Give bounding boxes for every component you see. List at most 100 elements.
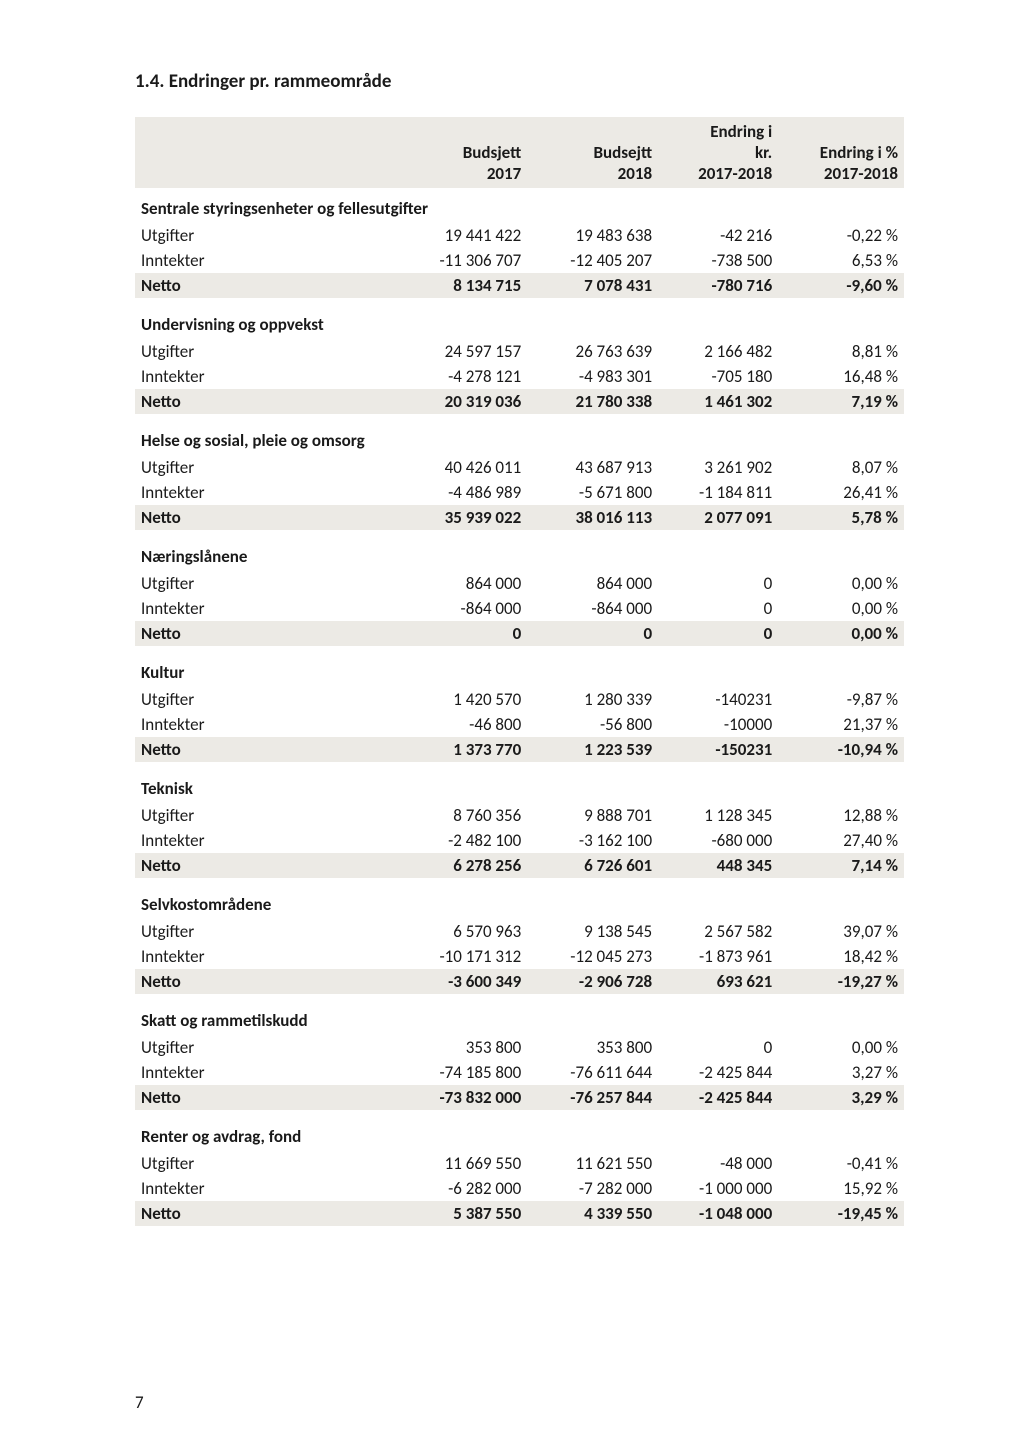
cell-budsejtt-2018: 7 078 431 — [527, 273, 658, 298]
row-label: Utgifter — [135, 223, 396, 248]
section-header: Næringslånene — [135, 530, 904, 571]
section-name: Næringslånene — [135, 530, 904, 571]
cell-endring-pct: 6,53 % — [778, 248, 904, 273]
cell-budsjett-2017: 6 570 963 — [396, 919, 527, 944]
cell-budsjett-2017: -74 185 800 — [396, 1060, 527, 1085]
cell-endring-kr: 1 128 345 — [658, 803, 778, 828]
col-text: Endring i % — [784, 142, 898, 163]
cell-budsejtt-2018: 9 888 701 — [527, 803, 658, 828]
cell-endring-pct: -9,87 % — [778, 687, 904, 712]
table-row: Utgifter864 000864 00000,00 % — [135, 571, 904, 596]
cell-budsejtt-2018: -56 800 — [527, 712, 658, 737]
row-label: Netto — [135, 969, 396, 994]
cell-endring-pct: 12,88 % — [778, 803, 904, 828]
col-endring-pct: Endring i % 2017-2018 — [778, 117, 904, 188]
row-label: Utgifter — [135, 687, 396, 712]
cell-budsejtt-2018: 6 726 601 — [527, 853, 658, 878]
table-row: Utgifter353 800353 80000,00 % — [135, 1035, 904, 1060]
row-label: Netto — [135, 621, 396, 646]
budget-table: Budsjett 2017 Budsejtt 2018 Endring i kr… — [135, 117, 904, 1226]
cell-endring-kr: -738 500 — [658, 248, 778, 273]
cell-endring-kr: -1 873 961 — [658, 944, 778, 969]
cell-endring-kr: -1 000 000 — [658, 1176, 778, 1201]
cell-endring-pct: 7,14 % — [778, 853, 904, 878]
cell-budsjett-2017: -4 278 121 — [396, 364, 527, 389]
cell-endring-kr: 0 — [658, 621, 778, 646]
table-row: Utgifter19 441 42219 483 638-42 216-0,22… — [135, 223, 904, 248]
table-row: Inntekter-4 278 121-4 983 301-705 18016,… — [135, 364, 904, 389]
cell-endring-kr: -1 184 811 — [658, 480, 778, 505]
section-header: Sentrale styringsenheter og fellesutgift… — [135, 188, 904, 223]
row-label: Inntekter — [135, 828, 396, 853]
cell-budsjett-2017: -864 000 — [396, 596, 527, 621]
cell-endring-kr: 2 166 482 — [658, 339, 778, 364]
cell-budsejtt-2018: 864 000 — [527, 571, 658, 596]
cell-budsejtt-2018: -76 611 644 — [527, 1060, 658, 1085]
cell-budsjett-2017: 1 373 770 — [396, 737, 527, 762]
cell-budsjett-2017: 40 426 011 — [396, 455, 527, 480]
row-label: Netto — [135, 1085, 396, 1110]
cell-endring-pct: 8,07 % — [778, 455, 904, 480]
table-row: Inntekter-4 486 989-5 671 800-1 184 8112… — [135, 480, 904, 505]
col-text: kr. — [664, 142, 772, 163]
col-text: 2017 — [402, 163, 521, 184]
row-label: Inntekter — [135, 1176, 396, 1201]
cell-budsjett-2017: -46 800 — [396, 712, 527, 737]
table-row: Inntekter-10 171 312-12 045 273-1 873 96… — [135, 944, 904, 969]
table-row: Netto6 278 2566 726 601448 3457,14 % — [135, 853, 904, 878]
cell-budsjett-2017: 8 760 356 — [396, 803, 527, 828]
cell-endring-pct: 16,48 % — [778, 364, 904, 389]
cell-endring-pct: -9,60 % — [778, 273, 904, 298]
cell-budsjett-2017: 864 000 — [396, 571, 527, 596]
table-row: Utgifter24 597 15726 763 6392 166 4828,8… — [135, 339, 904, 364]
cell-budsejtt-2018: 0 — [527, 621, 658, 646]
cell-budsjett-2017: 19 441 422 — [396, 223, 527, 248]
cell-budsejtt-2018: -2 906 728 — [527, 969, 658, 994]
cell-endring-pct: 0,00 % — [778, 596, 904, 621]
cell-budsejtt-2018: -12 045 273 — [527, 944, 658, 969]
cell-budsejtt-2018: 353 800 — [527, 1035, 658, 1060]
cell-endring-pct: 26,41 % — [778, 480, 904, 505]
cell-endring-kr: 693 621 — [658, 969, 778, 994]
row-label: Netto — [135, 1201, 396, 1226]
table-row: Utgifter1 420 5701 280 339-140231-9,87 % — [135, 687, 904, 712]
row-label: Inntekter — [135, 712, 396, 737]
cell-endring-kr: 448 345 — [658, 853, 778, 878]
row-label: Inntekter — [135, 1060, 396, 1085]
table-row: Netto8 134 7157 078 431-780 716-9,60 % — [135, 273, 904, 298]
row-label: Utgifter — [135, 1151, 396, 1176]
row-label: Inntekter — [135, 364, 396, 389]
table-header: Budsjett 2017 Budsejtt 2018 Endring i kr… — [135, 117, 904, 188]
cell-endring-pct: 3,29 % — [778, 1085, 904, 1110]
table-row: Inntekter-864 000-864 00000,00 % — [135, 596, 904, 621]
row-label: Inntekter — [135, 944, 396, 969]
section-name: Teknisk — [135, 762, 904, 803]
cell-budsejtt-2018: 38 016 113 — [527, 505, 658, 530]
cell-endring-pct: 15,92 % — [778, 1176, 904, 1201]
table-row: Inntekter-2 482 100-3 162 100-680 00027,… — [135, 828, 904, 853]
section-name: Sentrale styringsenheter og fellesutgift… — [135, 188, 904, 223]
cell-budsejtt-2018: -3 162 100 — [527, 828, 658, 853]
cell-endring-pct: 18,42 % — [778, 944, 904, 969]
cell-budsejtt-2018: -4 983 301 — [527, 364, 658, 389]
table-row: Inntekter-46 800-56 800-1000021,37 % — [135, 712, 904, 737]
cell-budsjett-2017: 11 669 550 — [396, 1151, 527, 1176]
cell-endring-kr: 0 — [658, 1035, 778, 1060]
cell-budsejtt-2018: -864 000 — [527, 596, 658, 621]
col-text: Endring i — [664, 121, 772, 142]
cell-endring-pct: -0,22 % — [778, 223, 904, 248]
row-label: Netto — [135, 853, 396, 878]
cell-endring-kr: 3 261 902 — [658, 455, 778, 480]
cell-budsejtt-2018: 19 483 638 — [527, 223, 658, 248]
cell-budsjett-2017: 1 420 570 — [396, 687, 527, 712]
table-row: Netto-3 600 349-2 906 728693 621-19,27 % — [135, 969, 904, 994]
cell-endring-kr: 1 461 302 — [658, 389, 778, 414]
col-text: 2018 — [533, 163, 652, 184]
cell-budsjett-2017: -73 832 000 — [396, 1085, 527, 1110]
col-endring-kr: Endring i kr. 2017-2018 — [658, 117, 778, 188]
cell-endring-pct: 0,00 % — [778, 1035, 904, 1060]
row-label: Inntekter — [135, 248, 396, 273]
section-name: Helse og sosial, pleie og omsorg — [135, 414, 904, 455]
cell-budsejtt-2018: 4 339 550 — [527, 1201, 658, 1226]
table-row: Netto1 373 7701 223 539-150231-10,94 % — [135, 737, 904, 762]
